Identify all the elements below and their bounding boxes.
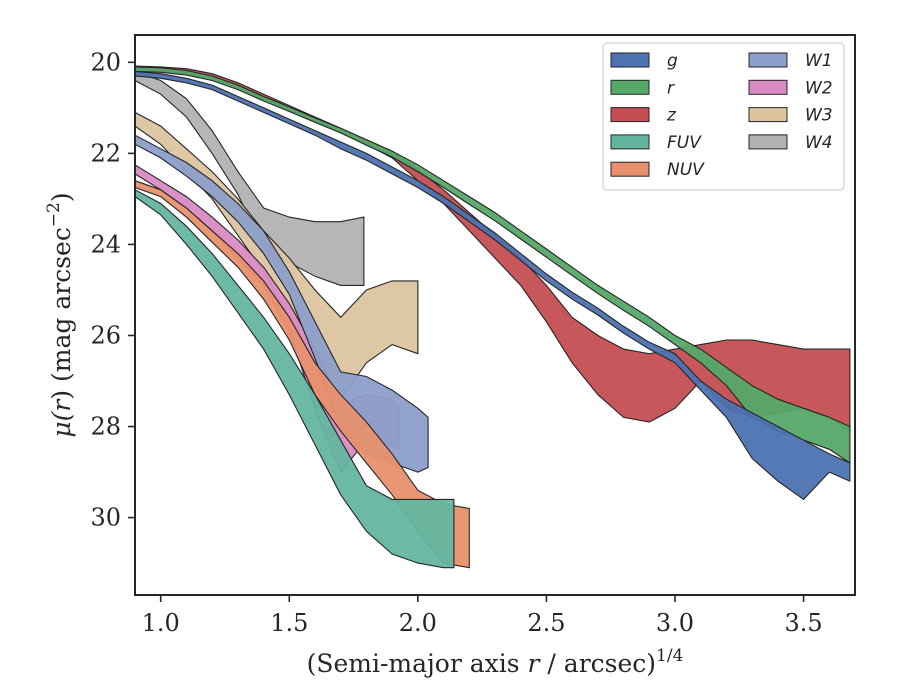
legend: grz FUV NUV W1 W2 W3 W4: [602, 42, 845, 191]
legend-label-r: r: [667, 78, 675, 98]
legend-label-z: z: [666, 106, 677, 126]
legend-swatch-fuv: [610, 134, 650, 150]
plot-frame: [134, 34, 856, 596]
x-axis-label: (Semi-major axis r / arcsec)1/4: [307, 646, 684, 678]
legend-swatch-nuv: [610, 161, 650, 177]
legend-swatch-g: [610, 52, 650, 68]
legend-swatch-z: [610, 107, 650, 123]
y-tick-label: 30: [90, 504, 121, 532]
y-tick-label: 20: [90, 48, 121, 76]
y-axis-ticks: 20 22 24 26 28 30: [90, 48, 135, 532]
y-tick-label: 28: [90, 413, 121, 441]
band-w4: [134, 70, 365, 286]
x-tick-label: 2.0: [399, 609, 437, 637]
legend-swatch-w3: [748, 107, 788, 123]
legend-label-w2: W2: [805, 78, 833, 98]
x-axis-ticks: 1.0 1.5 2.0 2.5 3.0 3.5: [142, 595, 823, 637]
legend-swatch-r: [610, 79, 650, 95]
y-tick-label: 24: [90, 230, 121, 258]
x-tick-label: 2.5: [527, 609, 565, 637]
x-tick-label: 1.0: [142, 609, 180, 637]
legend-label-nuv: NUV: [667, 160, 705, 180]
legend-label-g: g: [667, 51, 678, 71]
y-axis-label: μ(r) (mag arcsec−2): [44, 192, 76, 437]
x-tick-label: 3.0: [656, 609, 694, 637]
legend-box: [602, 42, 845, 191]
x-tick-label: 3.5: [784, 609, 822, 637]
legend-label-w3: W3: [805, 106, 833, 126]
legend-label-fuv: FUV: [667, 133, 702, 153]
y-tick-label: 22: [90, 139, 121, 167]
band-nuv: [134, 179, 470, 569]
legend-label-w1: W1: [805, 51, 833, 71]
series-bands: [134, 65, 851, 569]
x-tick-label: 1.5: [270, 609, 308, 637]
legend-swatch-w2: [748, 79, 788, 95]
legend-label-w4: W4: [805, 133, 833, 153]
legend-swatch-w4: [748, 134, 788, 150]
legend-swatch-w1: [748, 52, 788, 68]
band-fuv: [134, 188, 455, 569]
band-w1: [134, 134, 429, 473]
band-g: [134, 70, 851, 501]
y-tick-label: 26: [90, 321, 121, 349]
